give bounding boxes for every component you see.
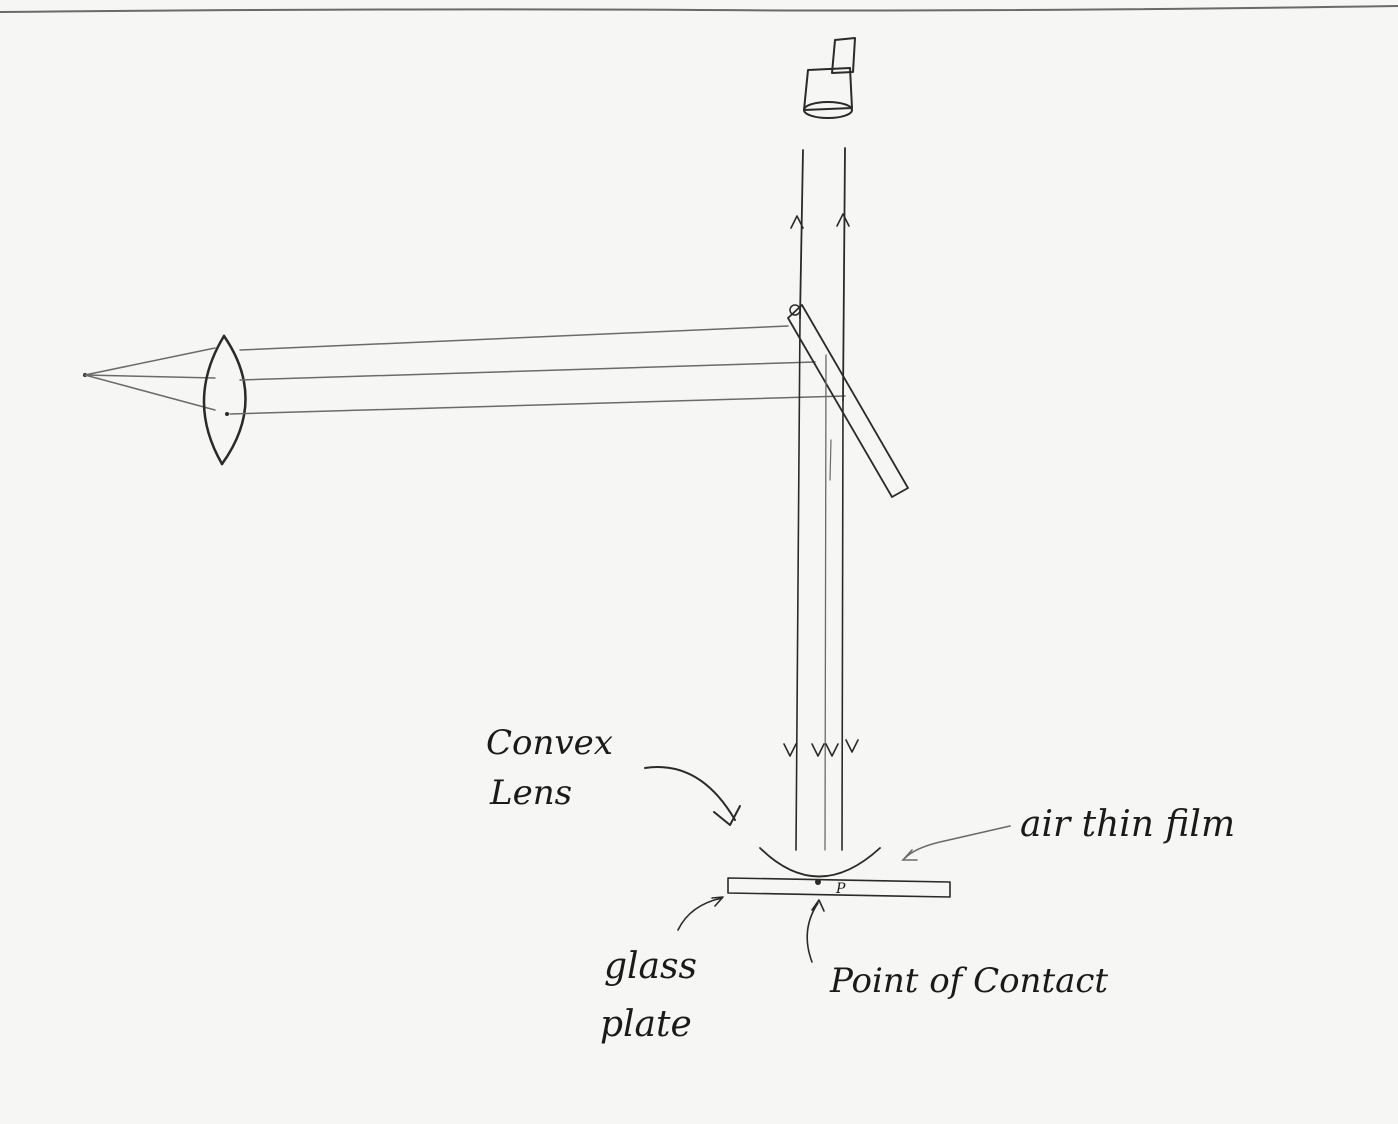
- arrow-down-1: [783, 743, 797, 757]
- parallel-ray-upper: [239, 325, 789, 351]
- arrow-down-3: [825, 743, 839, 757]
- arrow-down-2: [811, 743, 825, 757]
- parallel-ray-middle: [239, 361, 816, 381]
- plano-convex-lens: [759, 847, 881, 878]
- arrow-point-of-contact: [806, 899, 825, 963]
- point-p-label: P: [835, 881, 846, 897]
- ray-up-right: [842, 147, 846, 401]
- arrow-air-thin-film: [901, 825, 1011, 861]
- ray-up-left: [799, 149, 804, 319]
- label-convex: Convex: [486, 723, 613, 763]
- label-glass: glass: [604, 946, 697, 987]
- contact-point-dot: [815, 879, 821, 885]
- microscope-eyepiece: [803, 37, 856, 119]
- arrow-down-4: [845, 739, 859, 753]
- label-point-of-contact: Point of Contact: [829, 961, 1108, 1001]
- paper-edge: [0, 5, 1398, 13]
- parallel-ray-lower: [229, 395, 846, 415]
- ray-source-lower: [84, 374, 216, 411]
- ray-down-left: [795, 317, 801, 851]
- arrow-up-left: [790, 215, 804, 229]
- ray-source-upper: [84, 347, 216, 376]
- collimating-lens: [202, 334, 247, 466]
- ray-down-middle: [824, 354, 827, 851]
- ray-down-right: [841, 399, 844, 851]
- ray-source-middle: [84, 374, 216, 379]
- glass-plate: [727, 877, 951, 898]
- ray-faint-segment: [829, 439, 832, 481]
- arrow-glass-plate: [677, 896, 724, 931]
- arrow-convex-lens: [644, 766, 741, 826]
- label-lens: Lens: [489, 773, 572, 813]
- label-plate: plate: [600, 1004, 692, 1045]
- label-air-thin-film: air thin film: [1020, 804, 1235, 845]
- beam-splitter-plate: [787, 304, 909, 498]
- arrow-up-right: [836, 213, 850, 227]
